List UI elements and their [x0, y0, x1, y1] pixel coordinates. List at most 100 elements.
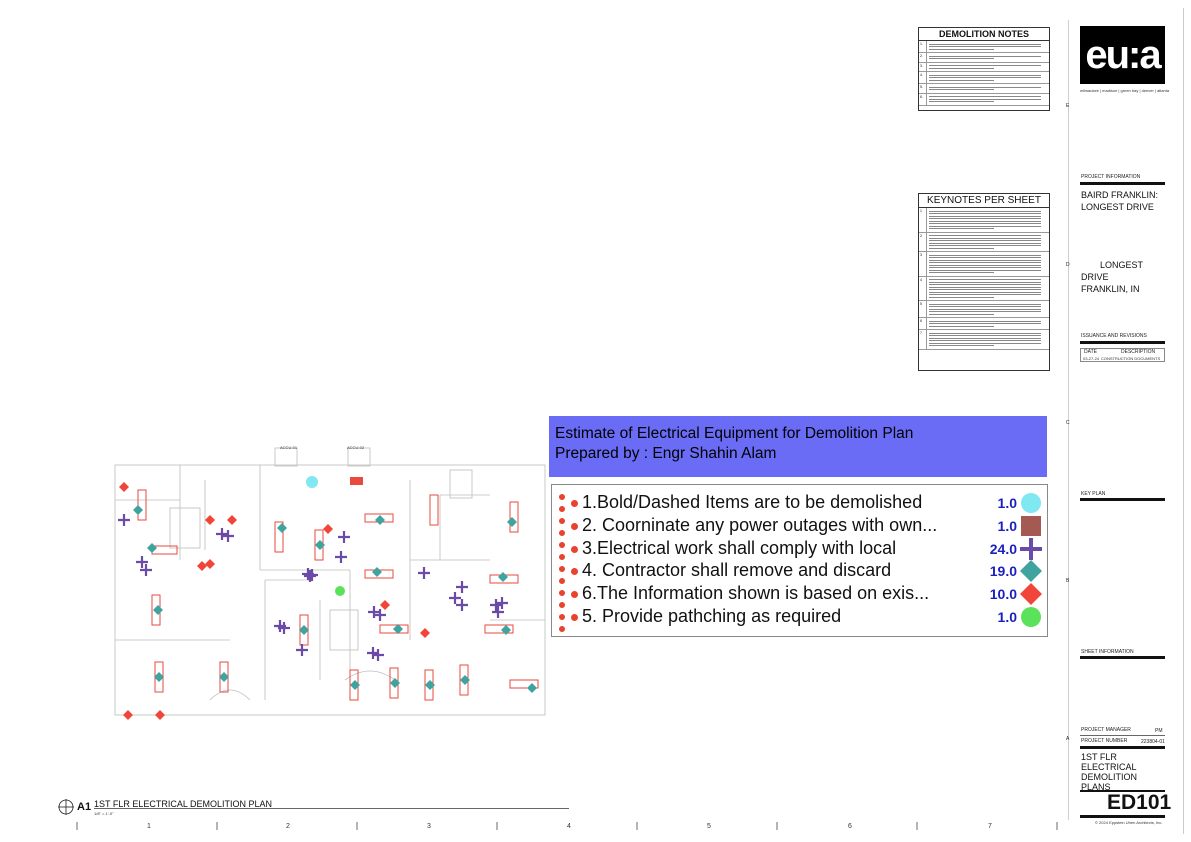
legend-item-label: 3.Electrical work shall comply with loca…	[582, 537, 897, 558]
column-number-2: 2	[286, 823, 290, 830]
device-cross	[372, 649, 384, 661]
column-number-1: 1	[147, 823, 151, 830]
issuance-rule	[1080, 341, 1165, 344]
demolition-note-row: 5.	[919, 84, 1049, 94]
device-diamond	[460, 675, 470, 685]
sheet-information-label: SHEET INFORMATION	[1081, 649, 1134, 655]
device-cross	[140, 564, 152, 576]
plan-label: A1	[77, 801, 92, 813]
light-fixture	[429, 494, 439, 526]
square-brown-icon	[1020, 515, 1042, 537]
key-plan-rule	[1080, 498, 1165, 501]
device-diamond	[393, 624, 403, 634]
device-cross	[302, 568, 314, 580]
row-letter-b: B	[1066, 578, 1070, 584]
column-number-5: 5	[707, 823, 711, 830]
demolition-note-row: 2.	[919, 53, 1049, 63]
device-diamond	[380, 600, 390, 610]
device-cross	[216, 528, 228, 540]
device-diamond	[219, 672, 229, 682]
legend-item-label: 6.The Information shown is based on exis…	[582, 583, 930, 604]
device-cross	[368, 606, 380, 618]
address-line-1: LONGEST	[1100, 260, 1144, 270]
legend-row: 3.Electrical work shall comply with loca…	[552, 537, 1047, 560]
device-circle-cyan	[306, 476, 318, 488]
keynote-number: 2	[919, 232, 927, 251]
demolition-note-text	[927, 41, 1049, 52]
device-diamond	[527, 683, 537, 693]
plan-title-rule	[94, 808, 569, 809]
sheet-number: ED101	[1107, 791, 1172, 814]
demolition-notes-title: DEMOLITION NOTES	[919, 28, 1049, 41]
device-diamond	[205, 559, 215, 569]
device-diamond	[501, 625, 511, 635]
device-diamond	[315, 540, 325, 550]
demolition-note-text	[927, 94, 1049, 105]
device-cross	[492, 606, 504, 618]
keynote-row: 5	[919, 301, 1049, 318]
keynote-text	[927, 301, 1049, 317]
project-info-rule	[1080, 182, 1165, 185]
demolition-note-text	[927, 72, 1049, 83]
unit-tag-accu-02: ACCU-02	[347, 445, 365, 450]
key-plan-label: KEY PLAN	[1081, 491, 1106, 497]
title-block-divider	[1068, 20, 1069, 820]
device-cross	[496, 597, 508, 609]
legend-header: Estimate of Electrical Equipment for Dem…	[549, 416, 1047, 477]
device-diamond	[155, 710, 165, 720]
device-diamond	[197, 561, 207, 571]
column-grid-ticks	[76, 822, 1058, 830]
device-diamond	[390, 678, 400, 688]
device-cross	[274, 620, 286, 632]
device-cross	[222, 530, 234, 542]
legend-item-label: 4. Contractor shall remove and discard	[582, 560, 892, 581]
device-diamond	[227, 515, 237, 525]
legend-bullet	[571, 614, 578, 621]
device-cross	[304, 570, 316, 582]
legend-title: Estimate of Electrical Equipment for Dem…	[555, 425, 914, 442]
unit-tag-accu-01: ACCU-01	[280, 445, 298, 450]
plan-north-arrow-icon	[58, 799, 74, 815]
device-diamond	[498, 572, 508, 582]
keynote-text	[927, 252, 1049, 276]
light-fixture	[379, 624, 409, 634]
legend-item-count: 19.0	[989, 563, 1017, 580]
demolition-note-row: 4.	[919, 72, 1049, 84]
device-diamond	[147, 543, 157, 553]
legend-item-count: 10.0	[989, 586, 1017, 603]
legend-row: 1.Bold/Dashed Items are to be demolished…	[552, 491, 1047, 514]
keynote-text	[927, 330, 1049, 349]
device-cross	[456, 599, 468, 611]
plan-scale: 1/8" = 1'-0"	[94, 811, 114, 816]
legend-prepared-by: Prepared by : Engr Shahin Alam	[555, 445, 777, 462]
keynote-number: 6	[919, 318, 927, 329]
legend-item-label: 1.Bold/Dashed Items are to be demolished	[582, 492, 923, 512]
keynote-number: 3	[919, 252, 927, 276]
device-square-brown	[350, 477, 363, 485]
legend-bullet	[571, 500, 578, 507]
legend-left-markers	[559, 494, 565, 632]
circle-cyan-icon	[1020, 492, 1042, 514]
legend-bullet	[571, 522, 578, 530]
legend-item-count: 1.0	[997, 495, 1017, 511]
device-diamond	[299, 625, 309, 635]
legend-bullet	[571, 545, 578, 553]
keynote-number: 7	[919, 330, 927, 349]
keynote-number: 1	[919, 208, 927, 232]
legend-bullet	[571, 568, 578, 576]
plan-title: 1ST FLR ELECTRICAL DEMOLITION PLAN	[94, 799, 273, 809]
demolition-note-number: 1.	[919, 41, 927, 52]
project-information-label: PROJECT INFORMATION	[1081, 174, 1141, 180]
demolition-note-number: 2.	[919, 53, 927, 62]
keynote-row: 7	[919, 330, 1049, 350]
demolition-note-number: 3.	[919, 62, 927, 71]
legend-table: 1.Bold/Dashed Items are to be demolished…	[551, 484, 1048, 637]
demolition-notes-list: 1. 2. 3. 4. 5. 6.	[919, 41, 1049, 106]
sheet-border	[8, 8, 1184, 834]
keynote-row: 6	[919, 318, 1049, 330]
column-number-4: 4	[567, 823, 571, 830]
demolition-note-text	[927, 63, 1049, 72]
issuance-date-value: 03-27-24	[1083, 356, 1100, 361]
keynote-row: 2	[919, 232, 1049, 252]
device-diamond	[425, 680, 435, 690]
